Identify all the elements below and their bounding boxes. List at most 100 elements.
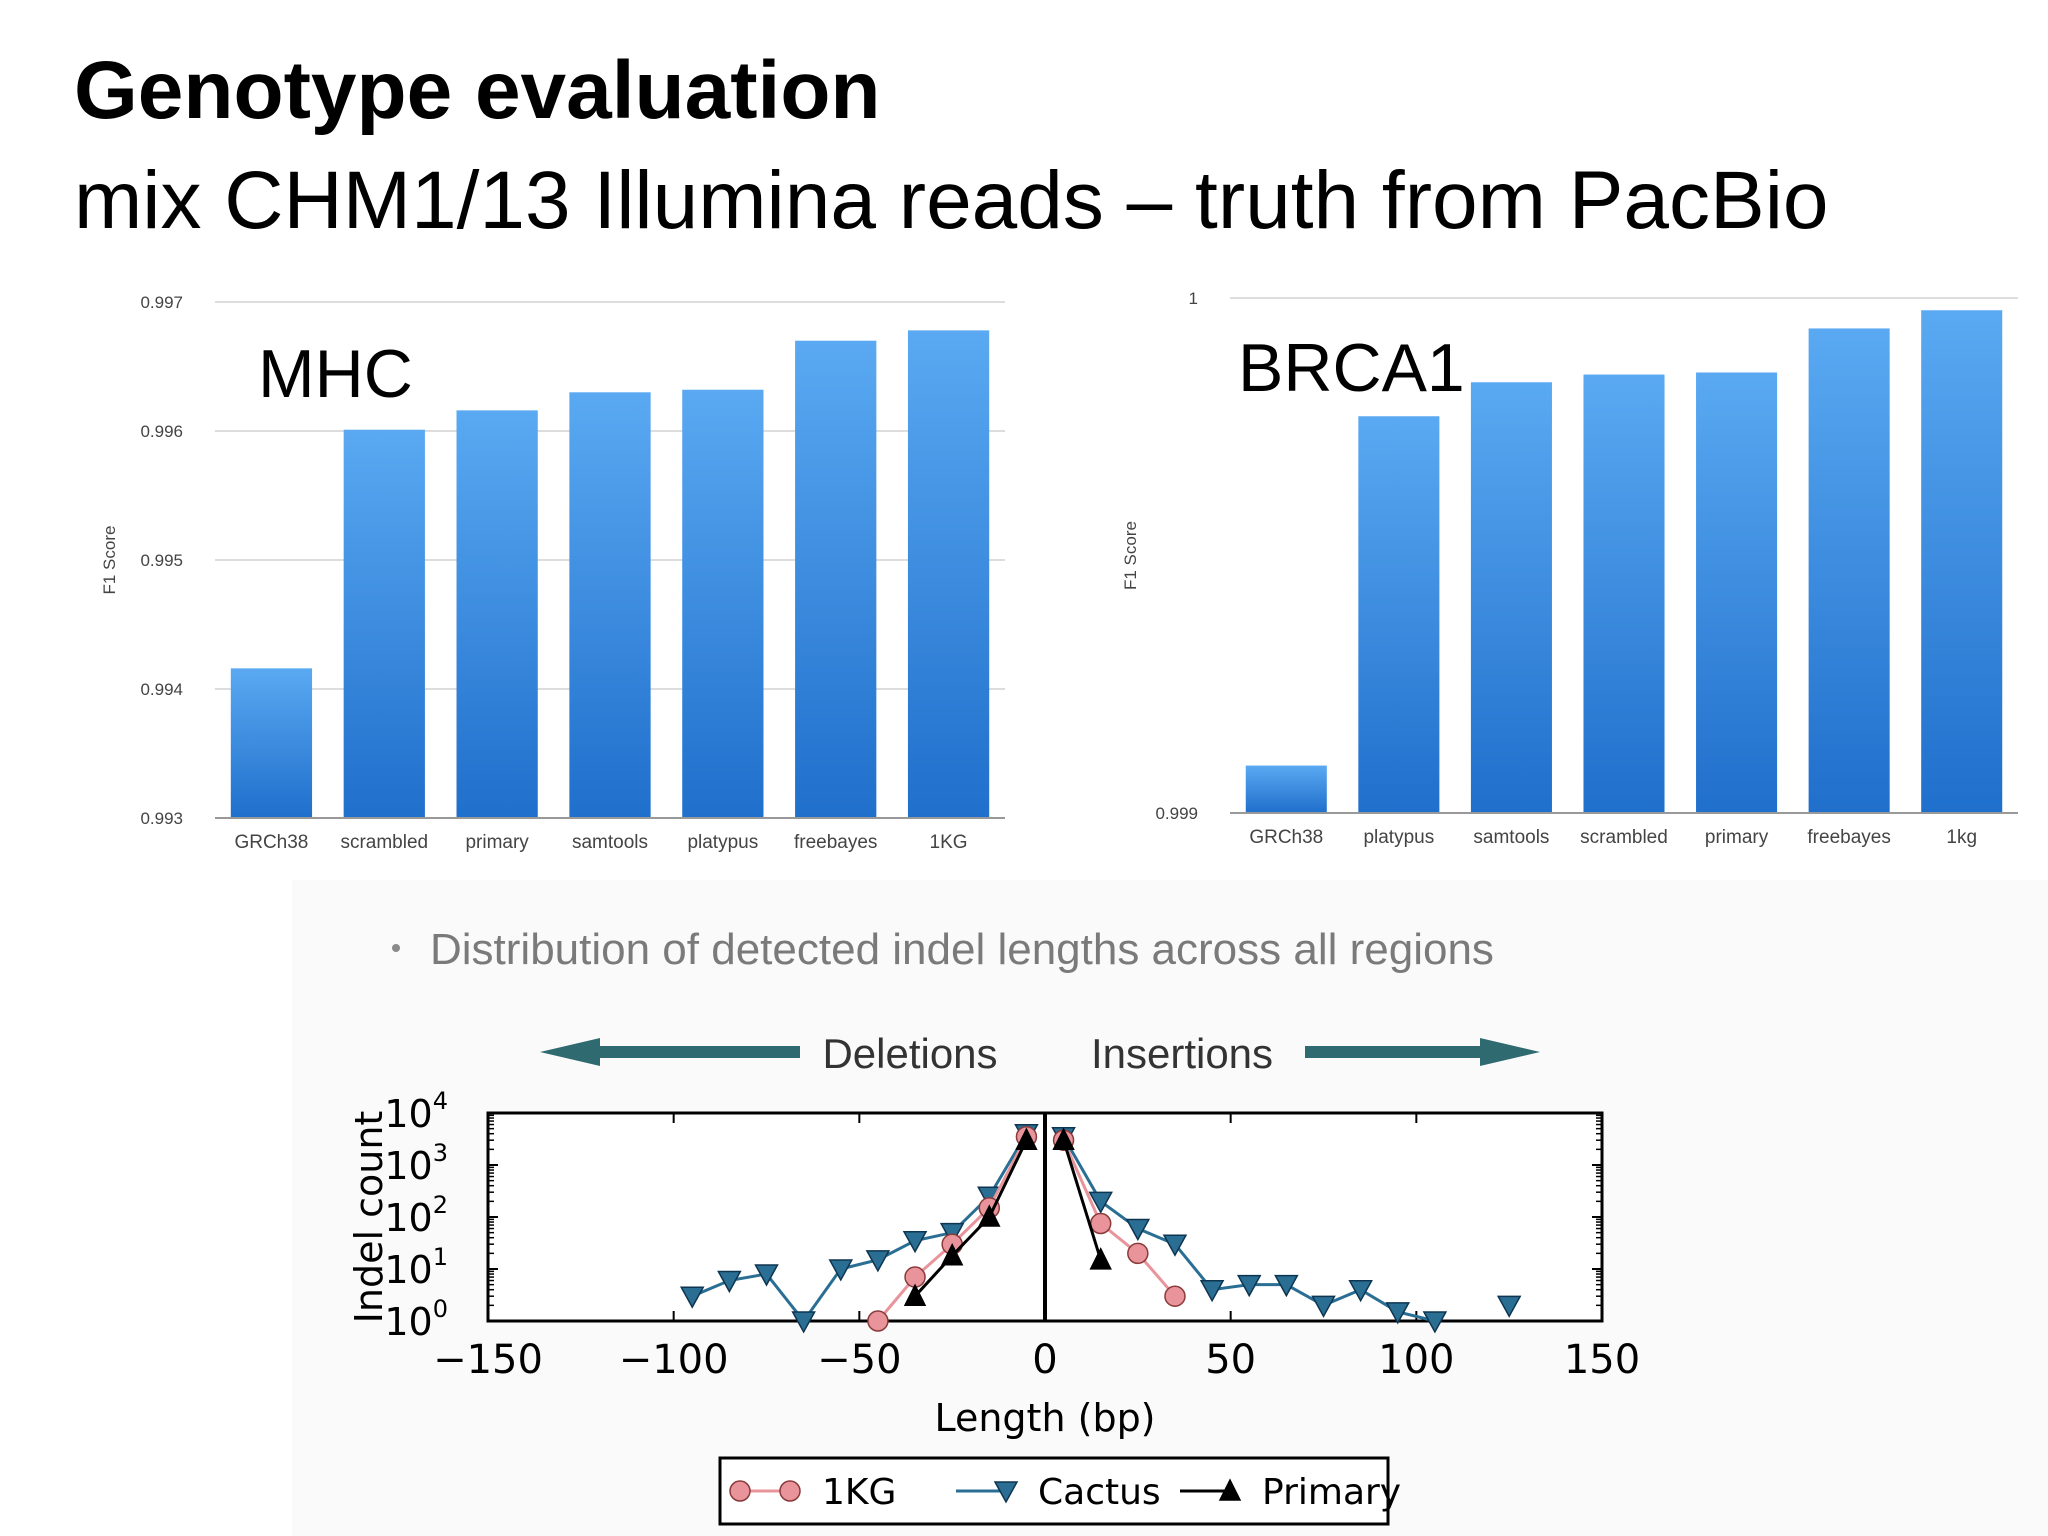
- indel-bullet: Distribution of detected indel lengths a…: [392, 928, 1494, 972]
- data-point: [754, 1264, 779, 1287]
- x-tick-label: samtools: [572, 832, 648, 853]
- bar: [1583, 374, 1665, 813]
- x-tick-label: platypus: [1363, 827, 1434, 848]
- y-tick-label: 101: [384, 1243, 448, 1292]
- legend-marker: [779, 1480, 801, 1502]
- x-tick-label: platypus: [687, 832, 758, 853]
- data-point: [1385, 1302, 1411, 1325]
- slide-title: Genotype evaluation: [74, 45, 881, 136]
- data-point: [978, 1204, 1001, 1227]
- data-point: [1162, 1234, 1188, 1257]
- data-point: [1164, 1285, 1186, 1307]
- bullet-dot-icon: [392, 944, 400, 953]
- x-tick-label: GRCh38: [1249, 827, 1323, 848]
- x-tick-label: 1KG: [930, 832, 968, 853]
- x-tick-label: −100: [619, 1337, 729, 1383]
- bar: [1245, 765, 1327, 813]
- y-tick-label: 0.997: [140, 293, 183, 312]
- data-point: [1127, 1242, 1149, 1265]
- data-point: [1496, 1295, 1522, 1318]
- x-axis-label: Length (bp): [934, 1396, 1155, 1440]
- series-line: [691, 1132, 1028, 1324]
- series-line: [1062, 1139, 1177, 1298]
- x-tick-label: GRCh38: [234, 832, 308, 853]
- data-point: [828, 1259, 854, 1282]
- x-tick-label: samtools: [1473, 827, 1549, 848]
- series-line: [1062, 1139, 1103, 1261]
- x-tick-label: primary: [465, 832, 529, 853]
- bar: [230, 668, 313, 818]
- bar: [907, 330, 990, 818]
- y-tick-label: 0.993: [140, 809, 183, 828]
- data-point: [1274, 1274, 1299, 1298]
- data-point: [1089, 1212, 1112, 1235]
- y-tick-label: 103: [384, 1139, 448, 1188]
- data-point: [791, 1311, 816, 1334]
- bar: [456, 410, 538, 818]
- bar: [1808, 328, 1890, 813]
- slide-subtitle: mix CHM1/13 Illumina reads – truth from …: [74, 155, 1829, 246]
- mhc-bar-chart: 0.993 0.994 0.995 0.996 0.997 F1 Score GRCh38 s…: [100, 293, 1005, 853]
- data-point: [717, 1270, 742, 1294]
- x-tick-label: 150: [1564, 1337, 1640, 1383]
- y-tick-label: 0.999: [1155, 804, 1198, 823]
- legend-label: 1KG: [822, 1472, 896, 1513]
- legend: 1KG Cactus Primary: [718, 1456, 1401, 1526]
- y-tick-exponent: 3: [433, 1139, 448, 1167]
- data-point: [940, 1243, 964, 1266]
- indel-length-chart: −150 −100 −50 0 50 100 150100101102103104Lengt…: [347, 1087, 1640, 1526]
- data-point: [679, 1286, 705, 1309]
- y-tick-label: 0.996: [140, 422, 183, 441]
- x-tick-label: −50: [817, 1337, 901, 1383]
- data-point: [1015, 1127, 1038, 1150]
- bar: [795, 340, 877, 818]
- brca1-panel-label: BRCA1: [1238, 330, 1465, 406]
- data-point: [1089, 1247, 1112, 1270]
- legend-marker: [1218, 1478, 1242, 1501]
- data-point: [902, 1230, 928, 1254]
- bar: [569, 392, 651, 818]
- deletions-label: Deletions: [822, 1030, 997, 1077]
- x-tick-label: 0: [1032, 1337, 1057, 1383]
- data-point: [1088, 1191, 1113, 1214]
- legend-box: [718, 1456, 1390, 1526]
- data-point: [1311, 1295, 1336, 1318]
- data-point: [1348, 1279, 1373, 1303]
- bullet-text: Distribution of detected indel lengths a…: [430, 925, 1494, 974]
- y-tick-exponent: 0: [433, 1295, 448, 1323]
- series-line: [913, 1139, 1028, 1298]
- data-point: [867, 1310, 889, 1332]
- bar: [1358, 416, 1440, 813]
- y-axis-label: Indel count: [347, 1111, 391, 1324]
- y-tick-label: 0.995: [140, 551, 183, 570]
- data-point: [865, 1250, 891, 1273]
- legend-label: Cactus: [1038, 1472, 1161, 1513]
- y-axis-label: F1 Score: [1121, 521, 1140, 590]
- data-point: [1422, 1311, 1448, 1334]
- bar: [1921, 310, 2003, 813]
- x-tick-label: scrambled: [340, 832, 428, 853]
- deletions-arrow-icon: [540, 1038, 800, 1066]
- insertions-label: Insertions: [1091, 1030, 1273, 1077]
- x-tick-label: 100: [1378, 1337, 1454, 1383]
- bar: [1470, 382, 1552, 813]
- data-point: [1199, 1279, 1225, 1303]
- data-point: [1052, 1127, 1075, 1150]
- legend-label: Primary: [1262, 1472, 1401, 1513]
- x-tick-label: freebayes: [794, 832, 877, 853]
- y-tick-exponent: 1: [433, 1243, 448, 1271]
- y-tick-label: 102: [384, 1191, 448, 1240]
- x-tick-label: primary: [1705, 827, 1769, 848]
- x-tick-label: 50: [1205, 1337, 1256, 1383]
- mhc-panel-label: MHC: [258, 336, 413, 412]
- bar: [1696, 372, 1778, 813]
- direction-arrows: Deletions Insertions: [540, 1030, 1540, 1077]
- y-tick-exponent: 4: [433, 1087, 448, 1115]
- legend-marker: [729, 1480, 751, 1502]
- y-axis-label: F1 Score: [100, 526, 119, 595]
- data-point: [1236, 1274, 1262, 1298]
- data-point: [903, 1283, 927, 1306]
- x-tick-label: freebayes: [1807, 827, 1890, 848]
- y-tick-label: 0.994: [140, 680, 183, 699]
